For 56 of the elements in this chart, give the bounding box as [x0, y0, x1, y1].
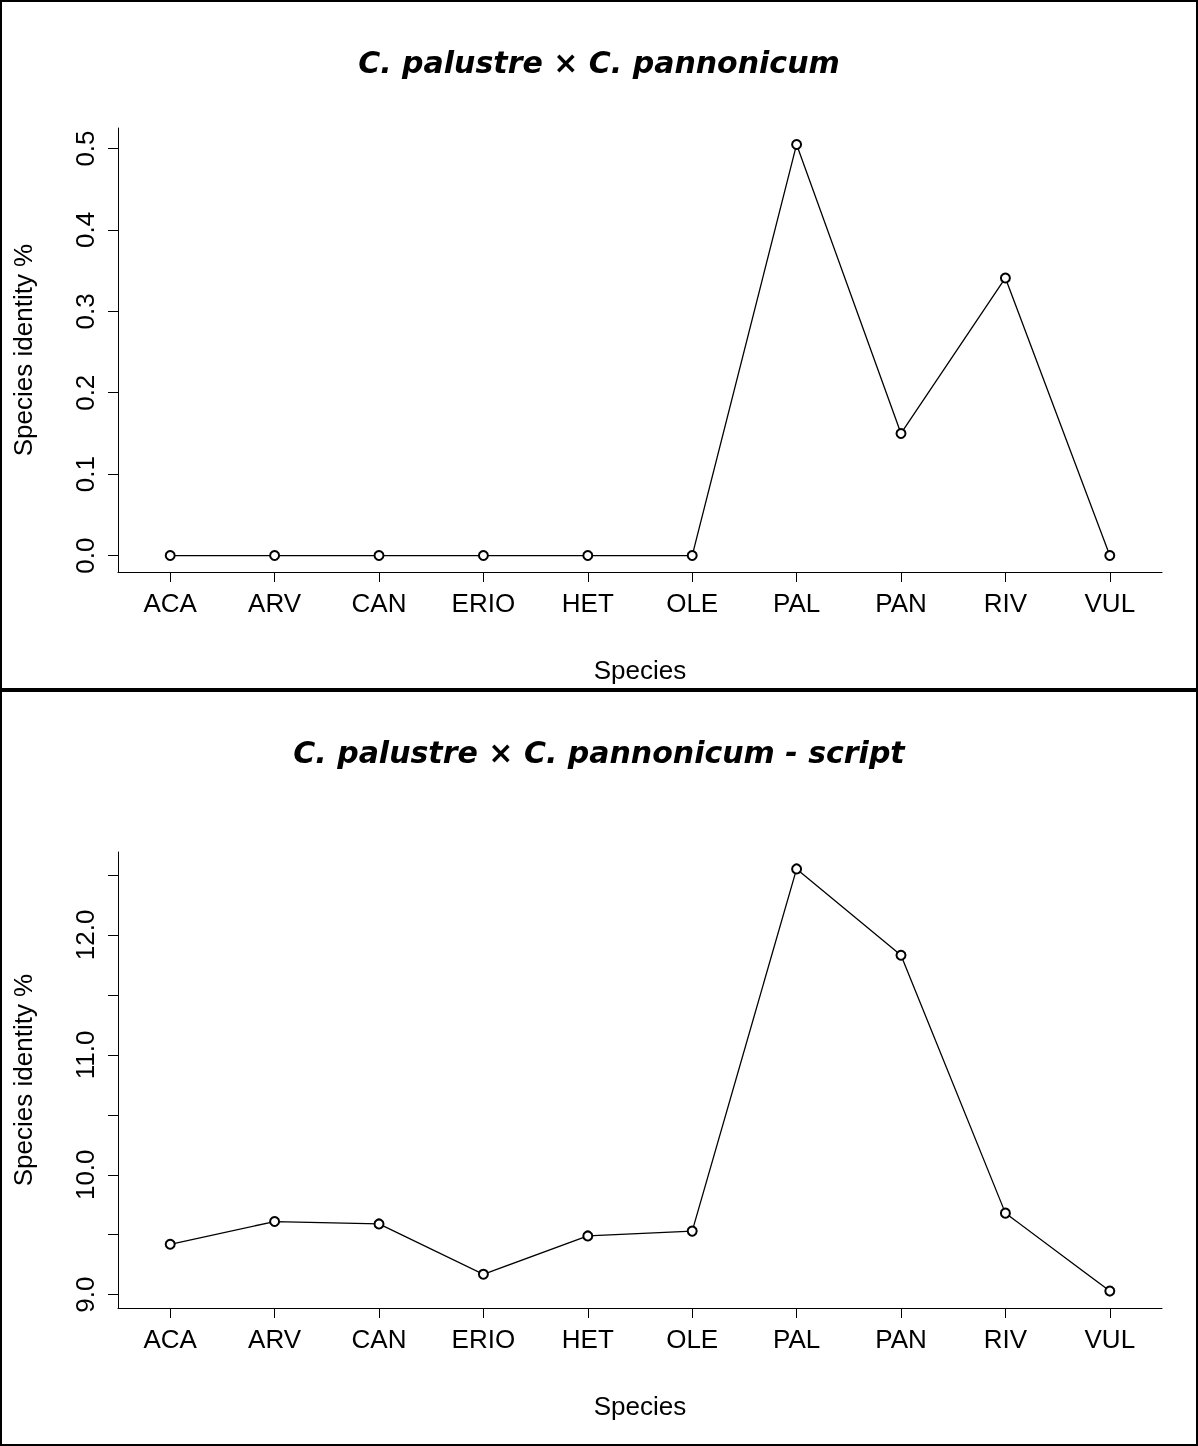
point	[791, 863, 803, 875]
y-axis-title: Species identity %	[8, 243, 38, 457]
x-tick-label: VUL	[1084, 588, 1136, 618]
point	[1104, 550, 1116, 562]
point	[999, 1207, 1011, 1219]
y-tick-label: 0.1	[70, 456, 100, 493]
x-tick-label: PAL	[772, 1324, 821, 1354]
y-tick-label: 11.0	[70, 1030, 100, 1080]
x-tick-label: PAN	[875, 1324, 927, 1354]
point	[269, 550, 281, 562]
point	[791, 138, 803, 150]
y-tick-label: 12.0	[70, 909, 100, 961]
y-tick-label: 0.4	[70, 211, 100, 248]
x-tick-label: HET	[561, 588, 614, 618]
point	[269, 1216, 281, 1228]
x-tick-label: ACA	[143, 1324, 198, 1354]
point	[1104, 1285, 1116, 1297]
x-tick-label: CAN	[351, 588, 407, 618]
y-tick-label: 9.0	[70, 1276, 100, 1313]
point	[582, 1230, 594, 1242]
y-tick-label: 10.0	[70, 1149, 100, 1201]
chart-title: C. palustre × C. pannonicum	[358, 44, 840, 80]
x-tick-label: PAL	[772, 588, 821, 618]
point	[164, 550, 176, 562]
x-axis-title: Species	[593, 655, 687, 685]
chart-title: C. palustre × C. pannonicum - script	[293, 734, 907, 770]
point	[477, 550, 489, 562]
x-tick-label: OLE	[666, 1324, 719, 1354]
x-tick-label: ERIO	[451, 588, 516, 618]
x-tick-label: CAN	[351, 1324, 407, 1354]
point	[895, 427, 907, 439]
y-tick-label: 0.5	[70, 130, 100, 167]
y-tick-label: 0.0	[70, 537, 100, 574]
x-tick-label: VUL	[1084, 1324, 1136, 1354]
point	[582, 550, 594, 562]
x-tick-label: ACA	[143, 588, 198, 618]
x-tick-label: ARV	[248, 588, 302, 618]
x-tick-label: ERIO	[451, 1324, 516, 1354]
point	[895, 949, 907, 961]
x-tick-label: OLE	[666, 588, 719, 618]
point	[999, 272, 1011, 284]
x-tick-label: PAN	[875, 588, 927, 618]
point	[686, 1225, 698, 1237]
x-tick-label: RIV	[983, 1324, 1028, 1354]
y-tick-label: 0.2	[70, 374, 100, 411]
y-axis-title: Species identity %	[8, 973, 38, 1187]
x-tick-label: HET	[561, 1324, 614, 1354]
point	[373, 550, 385, 562]
y-tick-label: 0.3	[70, 293, 100, 330]
point	[477, 1268, 489, 1280]
x-tick-label: RIV	[983, 588, 1028, 618]
point	[373, 1218, 385, 1230]
point	[164, 1238, 176, 1250]
point	[686, 550, 698, 562]
x-tick-label: ARV	[248, 1324, 302, 1354]
x-axis-title: Species	[593, 1391, 687, 1421]
